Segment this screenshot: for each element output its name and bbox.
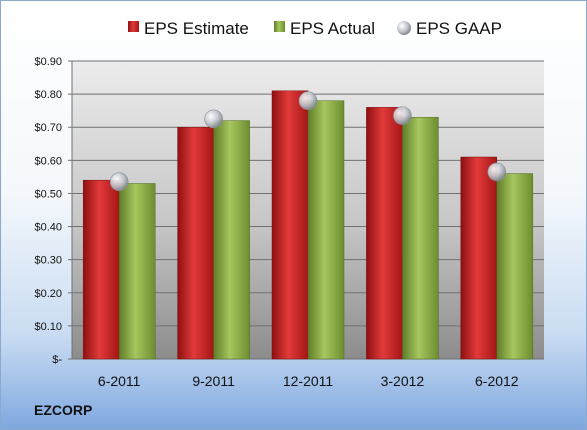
x-tick-label: 6-2011 — [98, 373, 141, 389]
x-tick-label: 6-2012 — [475, 373, 519, 389]
gaap-markers — [109, 91, 507, 192]
bar-eps-actual — [402, 117, 439, 360]
bar-eps-actual — [118, 183, 156, 360]
legend-swatch-estimate — [128, 21, 139, 32]
y-tick-label: $0.70 — [34, 122, 62, 134]
marker-eps-gaap — [204, 109, 223, 129]
bar-eps-estimate — [271, 90, 309, 360]
marker-eps-gaap — [487, 162, 507, 182]
y-tick-label: $0.90 — [34, 56, 62, 68]
marker-eps-gaap — [393, 106, 412, 125]
marker-eps-gaap — [298, 91, 318, 111]
legend-label-gaap: EPS GAAP — [416, 19, 502, 38]
legend: EPS Estimate EPS Actual EPS GAAP — [128, 19, 502, 38]
legend-swatch-actual — [274, 21, 285, 32]
bar-eps-estimate — [460, 156, 498, 360]
legend-label-estimate: EPS Estimate — [144, 19, 249, 38]
y-tick-label: $0.80 — [34, 89, 62, 101]
x-axis: 6-2011 9-2011 12-2011 3-2012 6-2012 — [98, 373, 519, 389]
bar-eps-estimate — [82, 179, 120, 360]
y-tick-label: $0.10 — [34, 321, 62, 333]
y-axis: $- $0.10 $0.20 $0.30 $0.40 $0.50 $0.60 $0.70 $0.… — [34, 56, 73, 366]
bar-eps-estimate — [366, 107, 403, 360]
company-name: EZCORP — [34, 402, 92, 418]
x-tick-label: 3-2012 — [381, 373, 425, 389]
y-tick-label: $0.30 — [34, 255, 62, 267]
x-tick-label: 9-2011 — [192, 373, 235, 389]
y-tick-label: $0.40 — [34, 222, 62, 234]
bar-eps-estimate — [177, 126, 214, 360]
y-tick-label: $0.50 — [34, 188, 62, 200]
bars — [82, 90, 534, 360]
legend-label-actual: EPS Actual — [290, 19, 375, 38]
marker-eps-gaap — [109, 172, 129, 192]
bar-eps-actual — [307, 100, 345, 360]
y-tick-label: $0.60 — [34, 155, 62, 167]
bar-eps-actual — [213, 120, 250, 360]
legend-swatch-gaap — [397, 21, 411, 35]
y-tick-label: $0.20 — [34, 288, 62, 300]
x-tick-label: 12-2011 — [283, 373, 334, 389]
y-tick-label: $- — [52, 354, 62, 366]
bar-eps-actual — [496, 173, 534, 360]
